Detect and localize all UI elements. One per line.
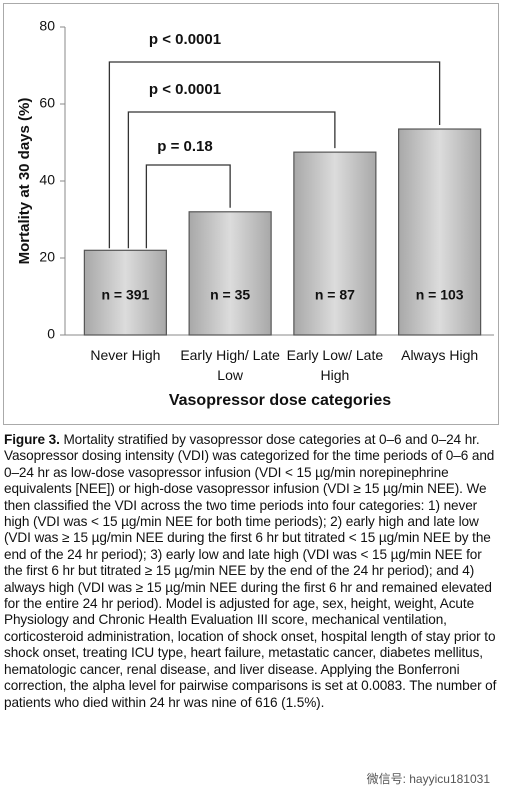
significance-label: p < 0.0001 xyxy=(149,31,221,48)
x-tick-label: Never High xyxy=(90,347,161,363)
x-tick-label: Early Low/ Late High xyxy=(286,347,384,383)
bar xyxy=(293,151,377,336)
significance-bracket xyxy=(145,164,231,249)
caption-text: Mortality stratified by vasopressor dose… xyxy=(4,432,497,710)
figure-caption: Figure 3. Mortality stratified by vasopr… xyxy=(4,432,500,711)
watermark: 微信号: hayyicu181031 xyxy=(363,770,493,787)
x-tick-label: Early High/ Late Low xyxy=(180,347,280,383)
y-tick-label: 0 xyxy=(47,326,55,342)
bar-label: n = 35 xyxy=(210,287,250,303)
y-tick-label: 40 xyxy=(39,172,55,188)
bar-label: n = 391 xyxy=(101,287,149,303)
chart: Mortality at 30 days (%) Vasopressor dos… xyxy=(16,18,494,409)
chart-frame xyxy=(3,3,499,425)
y-tick-label: 60 xyxy=(39,95,55,111)
significance-bracket xyxy=(108,61,441,249)
bar xyxy=(83,249,167,336)
x-axis-title: Vasopressor dose categories xyxy=(169,392,391,409)
significance-label: p < 0.0001 xyxy=(149,81,221,98)
bar xyxy=(188,211,272,336)
y-tick-label: 80 xyxy=(39,18,55,34)
x-tick-label: Always High xyxy=(401,347,479,363)
caption-label: Figure 3. xyxy=(4,432,60,447)
bar-label: n = 103 xyxy=(416,287,464,303)
significance-label: p = 0.18 xyxy=(157,138,212,155)
y-axis-title: Mortality at 30 days (%) xyxy=(16,98,33,265)
y-tick-label: 20 xyxy=(39,249,55,265)
bar-label: n = 87 xyxy=(315,287,355,303)
significance-bracket xyxy=(127,111,336,249)
bar xyxy=(398,128,482,336)
